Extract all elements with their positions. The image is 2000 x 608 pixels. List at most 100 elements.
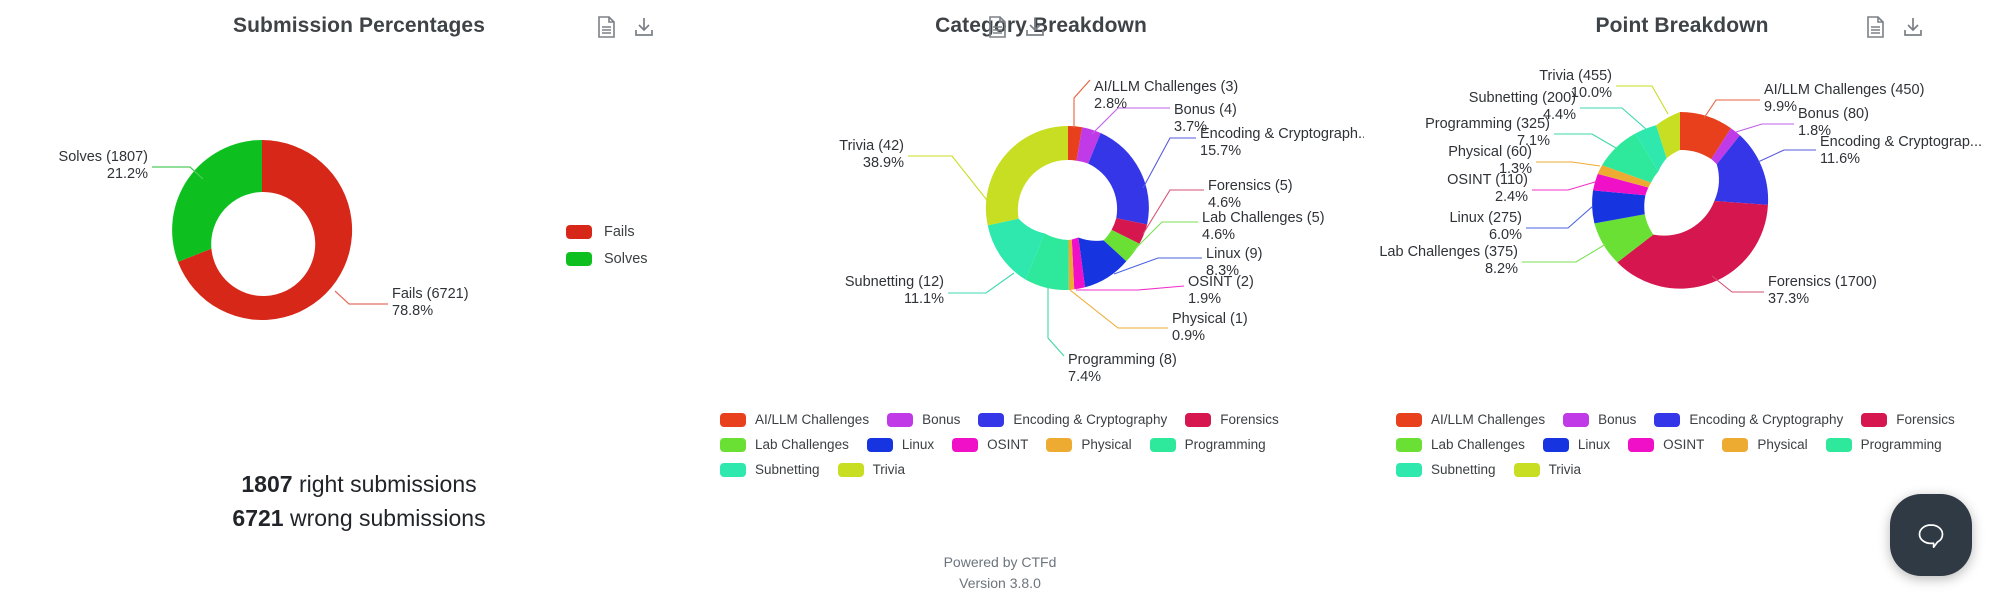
right-submissions-text: right submissions [298, 471, 477, 497]
panel-actions-point-breakdown [1866, 16, 1924, 40]
legend-item-encoding-cryptography[interactable]: Encoding & Cryptography [978, 412, 1167, 427]
legend-item-subnetting[interactable]: Subnetting [1396, 462, 1496, 477]
slice-ai-llm-challenges[interactable] [1680, 111, 1731, 160]
panel-title-point-breakdown: Point Breakdown [1595, 14, 1769, 37]
legend-label-physical: Physical [1081, 437, 1132, 452]
pie-label-physical: Physical (60) [1448, 144, 1532, 160]
slice-physical[interactable] [1068, 239, 1075, 290]
slice-lab-challenges[interactable] [1594, 214, 1654, 263]
slice-bonus[interactable] [1076, 127, 1101, 164]
leader-line-physical [1069, 289, 1168, 329]
pie-label-bonus: Bonus (80) [1798, 106, 1869, 122]
legend-label-ai-llm-challenges: AI/LLM Challenges [755, 412, 870, 427]
view-data-icon[interactable] [1866, 16, 1888, 40]
pie-label-lab-challenges: Lab Challenges (375) [1379, 244, 1518, 260]
legend-item-osint[interactable]: OSINT [952, 437, 1028, 452]
leader-line-subnetting [1580, 107, 1647, 130]
donut-svg-points: AI/LLM Challenges (450) 9.9% Bonus (80) … [1379, 68, 1982, 307]
pie-label-programming: Programming (325) [1425, 116, 1550, 132]
download-icon[interactable] [1902, 16, 1924, 40]
submission-summary: 1807 right submissions 6721 wrong submis… [0, 467, 718, 535]
legend-item-forensics[interactable]: Forensics [1861, 412, 1955, 427]
slice-trivia[interactable] [985, 125, 1068, 226]
legend-item-solves[interactable]: Solves [566, 251, 648, 267]
slice-physical[interactable] [1597, 165, 1652, 188]
pie-label-osint: OSINT (2) [1188, 274, 1254, 290]
pie-label-encoding: Encoding & Cryptograph... [1200, 126, 1364, 142]
chat-bubble-icon [1914, 518, 1948, 552]
pie-label-trivia: Trivia (455) [1539, 68, 1612, 84]
legend-item-linux[interactable]: Linux [1542, 437, 1611, 452]
legend-item-programming[interactable]: Programming [1825, 437, 1942, 452]
legend-item-osint[interactable]: OSINT [1628, 437, 1704, 452]
legend-item-physical[interactable]: Physical [1046, 437, 1132, 452]
leader-line-programming [1047, 286, 1065, 357]
slice-solves[interactable] [172, 140, 262, 262]
slice-programming[interactable] [1025, 233, 1069, 291]
slice-subnetting[interactable] [1635, 125, 1667, 172]
pie-label-forensics: Forensics (1700) [1768, 274, 1877, 290]
legend-item-physical[interactable]: Physical [1722, 437, 1808, 452]
legend-swatch-bonus [887, 412, 914, 427]
legend-item-trivia[interactable]: Trivia [837, 462, 905, 477]
legend-item-subnetting[interactable]: Subnetting [720, 462, 820, 477]
legend-label-linux: Linux [901, 437, 935, 452]
slice-osint[interactable] [1071, 237, 1085, 290]
view-data-icon[interactable] [597, 16, 619, 40]
legend-swatch-ai-llm-challenges [720, 412, 746, 427]
pie-label-programming: Programming (8) [1068, 352, 1177, 368]
legend-swatch-bonus [1563, 412, 1590, 427]
slice-osint[interactable] [1593, 173, 1649, 196]
download-icon[interactable] [1024, 16, 1046, 40]
leader-line-programming [1554, 133, 1617, 149]
slice-lab-challenges[interactable] [1103, 229, 1140, 262]
legend-item-ai-llm-challenges[interactable]: AI/LLM Challenges [1396, 412, 1545, 427]
slice-forensics[interactable] [1617, 201, 1768, 289]
slice-linux[interactable] [1592, 190, 1646, 224]
legend-swatch-forensics [1861, 412, 1888, 427]
wrong-submissions-line: 6721 wrong submissions [0, 501, 718, 535]
legend-item-fails[interactable]: Fails [566, 224, 648, 240]
legend-item-forensics[interactable]: Forensics [1185, 412, 1279, 427]
slice-programming[interactable] [1602, 133, 1659, 183]
leader-line-ai-llm [1073, 79, 1091, 128]
legend-item-bonus[interactable]: Bonus [1563, 412, 1636, 427]
legend-label-physical: Physical [1757, 437, 1808, 452]
slice-forensics[interactable] [1111, 218, 1148, 244]
legend-swatch-forensics [1185, 412, 1212, 427]
chat-widget-button[interactable] [1890, 494, 1972, 576]
slice-trivia[interactable] [1656, 112, 1680, 159]
slice-encoding-cryptography[interactable] [1714, 135, 1769, 205]
slice-encoding-cryptography[interactable] [1088, 132, 1149, 225]
leader-line-osint [1076, 285, 1185, 291]
view-data-icon[interactable] [988, 16, 1010, 40]
wrong-submissions-count: 6721 [232, 505, 284, 531]
pie-percent-ai-llm: 9.9% [1764, 99, 1797, 115]
legend-swatch-lab-challenges [720, 437, 746, 452]
slice-linux[interactable] [1078, 237, 1127, 288]
download-icon[interactable] [633, 16, 655, 40]
legend-item-bonus[interactable]: Bonus [887, 412, 960, 427]
legend-label-linux: Linux [1577, 437, 1611, 452]
legend-item-programming[interactable]: Programming [1149, 437, 1266, 452]
legend-item-encoding-cryptography[interactable]: Encoding & Cryptography [1654, 412, 1843, 427]
legend-item-ai-llm-challenges[interactable]: AI/LLM Challenges [720, 412, 869, 427]
slice-ai-llm-challenges[interactable] [1068, 126, 1083, 161]
legend-swatch-osint [1628, 437, 1655, 452]
slice-bonus[interactable] [1711, 128, 1740, 165]
donut-svg-submissions: Solves (1807) 21.2% Fails (6721) 78.8% [59, 139, 469, 320]
legend-item-trivia[interactable]: Trivia [1513, 462, 1581, 477]
pie-label-lab-challenges: Lab Challenges (5) [1202, 210, 1325, 226]
pie-label-ai-llm: AI/LLM Challenges (450) [1764, 82, 1924, 98]
leader-line-lab-challenges [1522, 243, 1607, 263]
leader-line-linux [1526, 205, 1594, 229]
legend-item-lab-challenges[interactable]: Lab Challenges [1396, 437, 1525, 452]
pie-label-fails: Fails (6721) [392, 286, 469, 302]
legend-item-linux[interactable]: Linux [866, 437, 935, 452]
pie-percent-linux: 6.0% [1489, 227, 1522, 243]
legend-item-lab-challenges[interactable]: Lab Challenges [720, 437, 849, 452]
legend-swatch-subnetting [720, 462, 746, 477]
pie-percent-solves: 21.2% [107, 166, 148, 182]
slice-subnetting[interactable] [987, 218, 1045, 280]
slice-fails[interactable] [177, 139, 353, 320]
